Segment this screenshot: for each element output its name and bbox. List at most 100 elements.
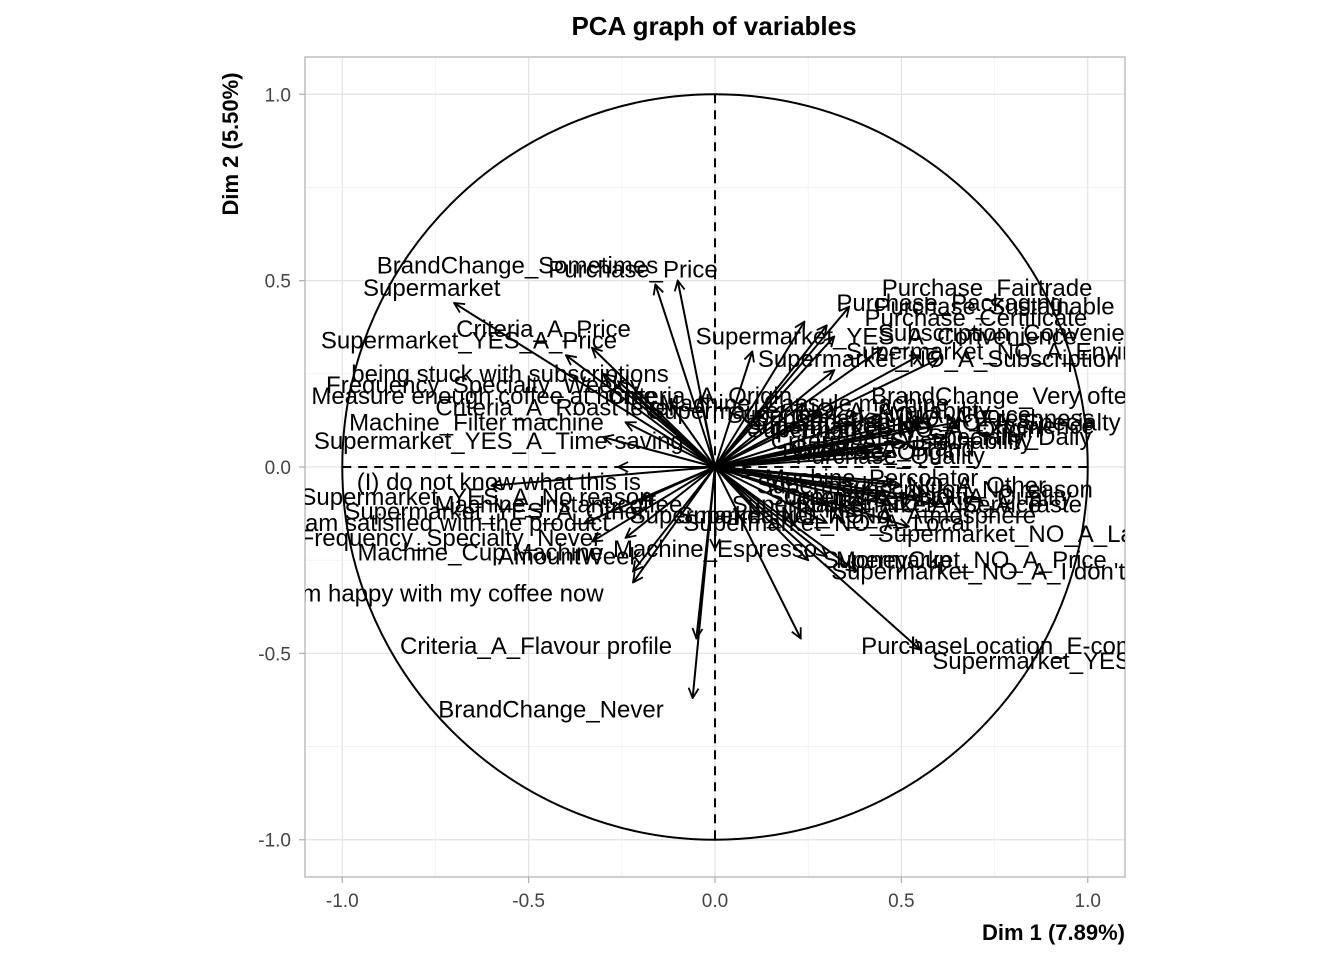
variable-label: Machine_Capsule machine — [660, 391, 950, 418]
variable-arrow — [714, 466, 939, 504]
variable-label: Supermarket_YES_A_Time saving — [314, 428, 684, 455]
x-tick-label: -0.5 — [512, 891, 545, 912]
variable-arrow — [491, 466, 716, 486]
variable-label: AmountWeek — [498, 543, 643, 570]
variable-arrow — [714, 466, 909, 527]
y-axis-title: Dim 2 (5.50%) — [218, 72, 243, 215]
variable-label: Supermarket_NO_A_Availability — [648, 398, 990, 425]
x-tick-label: 0.0 — [702, 891, 728, 912]
variable-arrow — [633, 466, 716, 571]
variable-label: Purchase_Packaging — [836, 290, 1063, 317]
variable-label: I am happy with my coffee now — [275, 581, 605, 608]
variable-label: Criteria_A_Sustainability — [771, 428, 1032, 455]
variable-arrow — [626, 466, 716, 538]
variable-label: Supermarket_NO_A_Subscription — [758, 346, 1120, 373]
variable-label: Criteria_A_Flavour profile — [400, 633, 672, 660]
variable-label: Machine_Instant coffee — [435, 491, 683, 518]
variable-arrow — [714, 456, 890, 468]
x-tick-label: -1.0 — [326, 891, 359, 912]
y-tick-label: -1.0 — [258, 831, 291, 852]
variable-label: Supermarket_NO_A_Atmosphere — [677, 502, 1036, 529]
variable-label: Machine_Espresso — [613, 536, 817, 563]
variable-label: PurchaseLocation_E-commerce — [861, 633, 1203, 660]
variable-label: Supermarket_NO_A_Price — [823, 547, 1107, 574]
variable-label: Purchase_Origin — [782, 439, 961, 466]
variable-arrow — [633, 466, 716, 583]
variable-arrow — [714, 466, 886, 504]
variable-label: being stuck with subscriptions — [351, 361, 668, 388]
variable-label: Frequency_Specialty_Daily — [801, 424, 1092, 451]
variable-arrow — [714, 411, 819, 468]
variable-label: Criteria_A_Acidity — [784, 484, 975, 511]
variable-label: Supermarket_NO_A_Origin — [747, 417, 1040, 444]
variable-label: Supermarket_NO_A_Environment — [846, 338, 1211, 365]
y-tick-label: 1.0 — [265, 85, 291, 106]
variable-label: Supermarket_NO_A_I don't know — [831, 558, 1188, 585]
variable-label: Purchase_Price — [548, 256, 717, 283]
variable-label: Supermarket_YES_A_Convenience — [696, 324, 1078, 351]
variable-label: Frequency_Specialty_Never — [300, 525, 602, 552]
variable-label: Criteria_A_Origin — [608, 383, 792, 410]
y-tick-label: -0.5 — [258, 644, 291, 665]
variable-arrow — [603, 437, 716, 468]
variable-arrow — [700, 396, 716, 468]
variable-label: Supermarket_NO_A_Choice — [727, 402, 1031, 429]
variable-label: Subscription_No reason — [837, 476, 1093, 503]
variable-label: Criteria_A_Price — [456, 316, 631, 343]
variable-label: Supermarket_NO_A_Freshness — [753, 406, 1094, 433]
axis-ticks: -1.0 -1.0 -0.5 -0.5 0.0 0.0 0.5 0.5 1.0 1.0 — [258, 85, 1101, 912]
variable-arrow — [714, 322, 804, 468]
variable-arrow — [566, 355, 716, 468]
x-tick-label: 0.5 — [888, 891, 914, 912]
variable-label: Supermarket_YES_A_No reason — [300, 484, 652, 511]
variable-label: BrandChange_Sometimes — [377, 253, 659, 280]
y-tick-label: 0.0 — [265, 458, 291, 479]
variable-label: MoneyCup — [836, 547, 952, 574]
variable-label: Criteria_A_Roast level — [435, 394, 674, 421]
x-axis-title: Dim 1 (7.89%) — [982, 920, 1125, 945]
variable-label: Measure enough coffee at home — [311, 383, 656, 410]
variable-label: Supermarket_YES_A_Online — [932, 648, 1243, 675]
variable-label: Machine_Percolator — [765, 465, 978, 492]
variable-arrow — [714, 337, 834, 468]
variable-label: Criteria_A_Brand — [791, 435, 975, 462]
variable-label: Purchase_Sustainable — [874, 294, 1114, 321]
variable-label: Machine_Cup Machine — [357, 540, 602, 567]
variable-arrow — [714, 351, 752, 468]
variable-label: Supermarket_NO_A_No — [630, 502, 890, 529]
variable-label: Supermarket_YES_A_Price — [321, 327, 617, 354]
variable-arrow — [626, 422, 716, 468]
variable-arrow — [714, 404, 804, 468]
variable-arrow — [714, 430, 894, 468]
variable-label: Supermarket_NO_A_Specialty — [794, 409, 1121, 436]
variable-arrow — [633, 392, 716, 468]
x-tick-label: 1.0 — [1075, 891, 1101, 912]
variable-label: Machine_Filter machine — [349, 409, 604, 436]
y-tick-label: 0.5 — [265, 272, 291, 293]
variable-arrow — [714, 359, 939, 468]
variable-label: Supermarket_YES_A_Other — [344, 499, 646, 526]
variable-label: Frequency_Specialty_Weekly — [326, 372, 642, 399]
variable-arrow — [714, 466, 920, 650]
variable-arrow — [714, 466, 801, 638]
variable-arrow — [714, 466, 857, 515]
variable-arrow — [454, 303, 716, 468]
variable-label: Supermarket_NO_A_Service — [732, 491, 1041, 518]
variable-label: BrandChange_Very often — [871, 383, 1141, 410]
variable-label: Supermarket_NO_A_Local — [683, 510, 970, 537]
variable-label: Supermarket_NO_A_Experience — [745, 413, 1095, 440]
variable-label: (I) do not know what this is — [357, 469, 641, 496]
variable-arrows — [454, 281, 957, 698]
variable-arrow — [585, 466, 716, 523]
variable-label: Supermarket_NO_A_Other — [757, 473, 1046, 500]
chart-title: PCA graph of variables — [571, 11, 856, 41]
variable-arrow — [714, 466, 901, 486]
variable-label: BrandChange_Never — [438, 696, 663, 723]
variable-label: Purchase_Quality — [795, 443, 984, 470]
variable-label: Supermarket_NO_A_Quality — [768, 484, 1072, 511]
variable-label: Supermarket_NO_A_Taste — [795, 491, 1082, 518]
variable-arrow — [714, 466, 827, 523]
variable-arrow — [670, 404, 716, 468]
